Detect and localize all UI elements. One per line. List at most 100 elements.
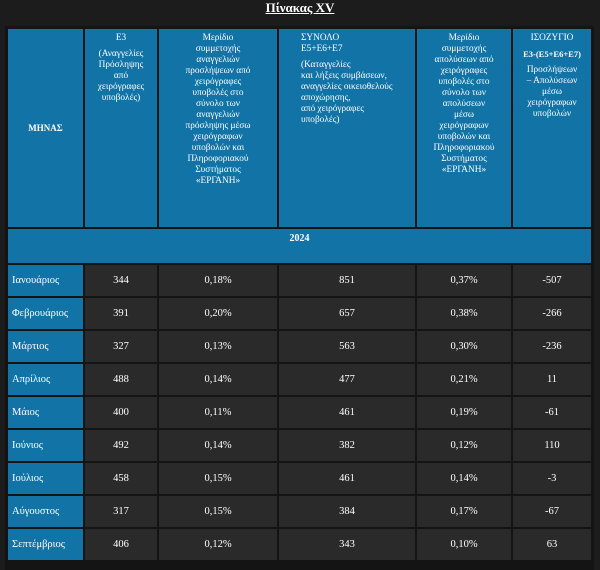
month-cell-value: Φεβρουάριος bbox=[12, 308, 69, 319]
header-balance-formula: Ε3-(Ε5+Ε6+Ε7) bbox=[523, 49, 581, 59]
header-line: χειρόγραφες bbox=[97, 82, 145, 92]
header-line: – Απολύσεων bbox=[526, 76, 578, 86]
share-exits-cell-value: 0,19% bbox=[450, 407, 478, 418]
share-exits-cell: 0,37% bbox=[417, 265, 511, 296]
header-month-label: ΜΗΝΑΣ bbox=[28, 123, 63, 133]
balance-cell: 11 bbox=[513, 364, 591, 395]
share-exits-cell: 0,17% bbox=[417, 496, 511, 527]
share-hires-cell: 0,15% bbox=[159, 496, 277, 527]
balance-cell-value: -3 bbox=[547, 473, 557, 484]
e3-cell: 327 bbox=[85, 331, 157, 362]
share-hires-cell-value: 0,14% bbox=[204, 440, 232, 451]
month-cell: Μάιος bbox=[8, 397, 83, 428]
e3-cell-value: 406 bbox=[113, 539, 129, 550]
header-line: Ε5+Ε6+Ε7 bbox=[301, 44, 343, 54]
month-cell-value: Αύγουστος bbox=[12, 506, 60, 517]
share-hires-cell-value: 0,11% bbox=[204, 407, 232, 418]
e3-cell: 391 bbox=[85, 298, 157, 329]
share-exits-cell: 0,19% bbox=[417, 397, 511, 428]
month-cell-value: Απρίλιος bbox=[12, 374, 51, 385]
share-exits-cell-value: 0,38% bbox=[450, 308, 478, 319]
month-cell-value: Μάρτιος bbox=[12, 341, 49, 352]
month-cell: Ιούλιος bbox=[8, 463, 83, 494]
header-line: Μερίδιο bbox=[202, 33, 234, 43]
share-exits-cell: 0,30% bbox=[417, 331, 511, 362]
balance-cell: -236 bbox=[513, 331, 591, 362]
share-hires-cell: 0,18% bbox=[159, 265, 277, 296]
total-cell: 563 bbox=[279, 331, 415, 362]
balance-cell: 110 bbox=[513, 430, 591, 461]
header-line: χειρόγραφων bbox=[439, 121, 489, 131]
month-cell: Σεπτέμβριος bbox=[8, 529, 83, 560]
e3-cell: 400 bbox=[85, 397, 157, 428]
header-line: χειρόγραφες bbox=[440, 66, 488, 76]
share-exits-cell: 0,38% bbox=[417, 298, 511, 329]
header-line: από bbox=[113, 71, 129, 81]
balance-cell: -266 bbox=[513, 298, 591, 329]
month-cell-value: Μάιος bbox=[12, 407, 40, 418]
table-title-text: Πίνακας XV bbox=[265, 0, 335, 15]
total-cell-value: 563 bbox=[339, 341, 355, 352]
header-line: Μερίδιο bbox=[448, 33, 480, 43]
total-cell: 382 bbox=[279, 430, 415, 461]
balance-cell-value: 11 bbox=[546, 374, 558, 385]
e3-cell: 344 bbox=[85, 265, 157, 296]
total-cell-value: 657 bbox=[339, 308, 355, 319]
balance-cell: -507 bbox=[513, 265, 591, 296]
header-line: «ΕΡΓΑΝΗ» bbox=[195, 176, 241, 186]
total-cell-value: 461 bbox=[339, 473, 355, 484]
month-cell: Μάρτιος bbox=[8, 331, 83, 362]
e3-cell: 458 bbox=[85, 463, 157, 494]
share-hires-cell: 0,11% bbox=[159, 397, 277, 428]
e3-cell-value: 488 bbox=[113, 374, 129, 385]
balance-cell: -67 bbox=[513, 496, 591, 527]
share-hires-cell: 0,12% bbox=[159, 529, 277, 560]
header-line: υποβολών bbox=[532, 109, 572, 119]
header-line: μέσω bbox=[541, 87, 563, 97]
share-exits-cell-value: 0,14% bbox=[450, 473, 478, 484]
share-exits-cell-value: 0,17% bbox=[450, 506, 478, 517]
header-line: πρόσληψης μέσω bbox=[185, 121, 251, 131]
header-line: και λήξεις συμβάσεων, bbox=[301, 71, 387, 81]
header-line: Συστήματος bbox=[441, 154, 487, 164]
total-cell: 851 bbox=[279, 265, 415, 296]
e3-cell-value: 400 bbox=[113, 407, 129, 418]
month-cell-value: Σεπτέμβριος bbox=[12, 539, 65, 550]
share-exits-cell-value: 0,21% bbox=[450, 374, 478, 385]
share-hires-cell-value: 0,20% bbox=[204, 308, 232, 319]
balance-cell-value: 63 bbox=[546, 539, 558, 550]
header-line: χειρόγραφων bbox=[527, 98, 577, 108]
header-share-hires: Μερίδιο συμμετοχής αναγγελιών προσλήψεων απ… bbox=[159, 29, 277, 227]
data-table: ΜΗΝΑΣ Ε3 (Αναγγελίες Πρόσληψης από χειρόγραφ… bbox=[5, 26, 594, 570]
header-line: Ε3 bbox=[115, 33, 127, 43]
header-line: υποβολών και bbox=[191, 143, 245, 153]
month-cell: Φεβρουάριος bbox=[8, 298, 83, 329]
header-line: από χειρόγραφες bbox=[301, 104, 364, 114]
header-line: προσλήψεων από bbox=[185, 66, 251, 76]
e3-cell-value: 327 bbox=[113, 341, 129, 352]
header-line: Πληροφοριακού bbox=[187, 154, 249, 164]
year-label: 2024 bbox=[289, 233, 310, 244]
total-cell: 477 bbox=[279, 364, 415, 395]
year-row: 2024 bbox=[8, 229, 591, 263]
share-hires-cell: 0,20% bbox=[159, 298, 277, 329]
total-cell: 461 bbox=[279, 397, 415, 428]
share-hires-cell-value: 0,15% bbox=[204, 506, 232, 517]
balance-cell-value: -67 bbox=[545, 506, 559, 517]
total-cell-value: 851 bbox=[339, 275, 355, 286]
header-line: υποβολές στο bbox=[438, 77, 490, 87]
header-line: «ΕΡΓΑΝΗ» bbox=[441, 165, 487, 175]
share-hires-cell: 0,15% bbox=[159, 463, 277, 494]
balance-cell-value: -61 bbox=[545, 407, 559, 418]
total-cell: 461 bbox=[279, 463, 415, 494]
e3-cell-value: 391 bbox=[113, 308, 129, 319]
share-hires-cell: 0,14% bbox=[159, 430, 277, 461]
total-cell-value: 384 bbox=[339, 506, 355, 517]
share-exits-cell: 0,21% bbox=[417, 364, 511, 395]
header-line: αποχώρησης, bbox=[301, 93, 351, 103]
header-line: (Αναγγελίες bbox=[98, 49, 144, 59]
share-hires-cell: 0,13% bbox=[159, 331, 277, 362]
balance-cell-value: 110 bbox=[544, 440, 560, 451]
header-line: ΣΥΝΟΛΟ bbox=[301, 33, 340, 43]
table-title: Πίνακας XV bbox=[0, 0, 600, 24]
